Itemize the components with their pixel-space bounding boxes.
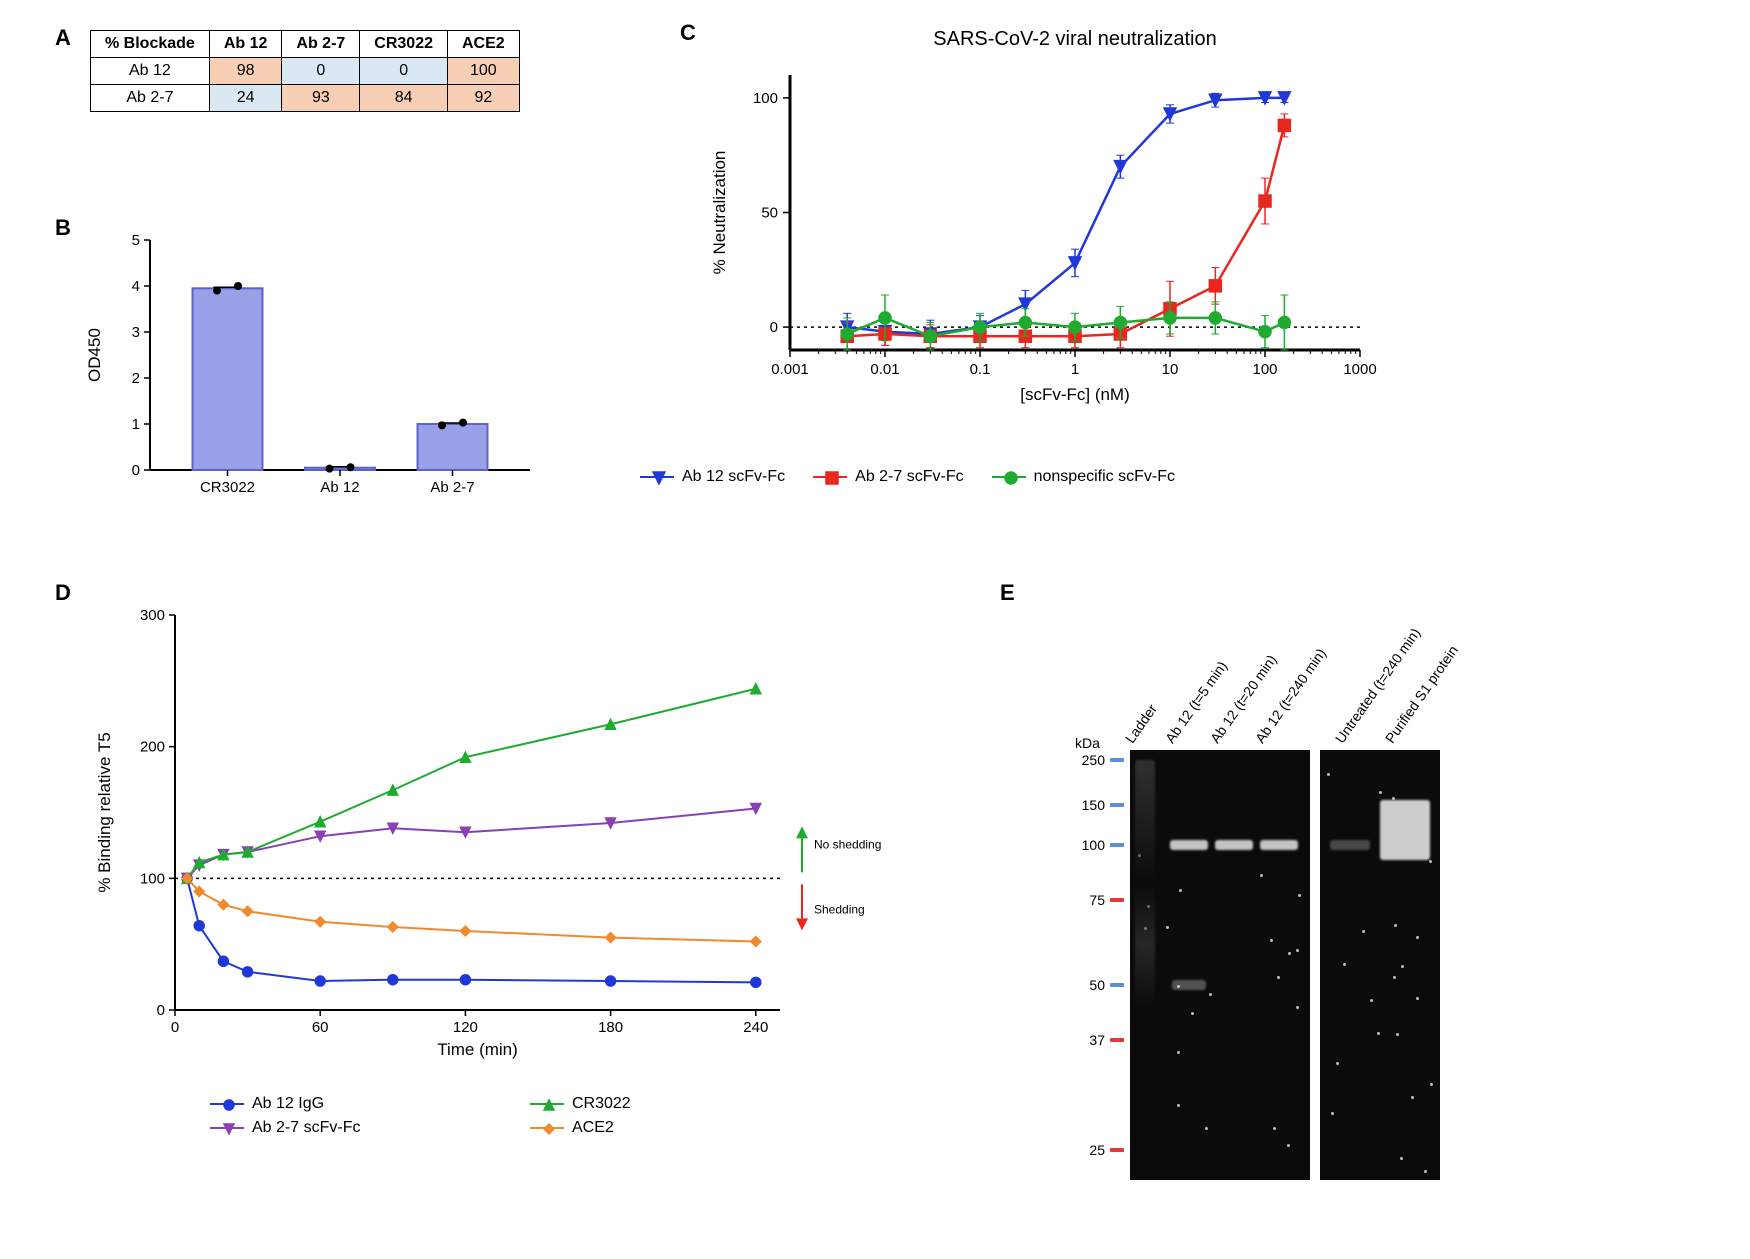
panelA-header-cell: ACE2 — [448, 31, 520, 58]
panelA-header-cell: CR3022 — [360, 31, 448, 58]
svg-text:50: 50 — [761, 205, 778, 222]
panelA-cell: 93 — [282, 85, 360, 112]
svg-text:10: 10 — [1162, 361, 1179, 378]
svg-text:0.001: 0.001 — [771, 361, 809, 378]
svg-text:Time (min): Time (min) — [437, 1040, 518, 1059]
panelD-chart: 0 100 200 300 0 60 120 180 240 % Binding relative… — [80, 590, 900, 1110]
panelA-cell: 0 — [360, 58, 448, 85]
panelA-header-cell: Ab 12 — [209, 31, 282, 58]
svg-text:0: 0 — [132, 462, 140, 479]
svg-text:180: 180 — [598, 1019, 623, 1036]
svg-text:5: 5 — [132, 232, 140, 249]
svg-text:Ab 12: Ab 12 — [320, 479, 359, 496]
panelE-lane-label: Ladder — [1122, 701, 1160, 746]
svg-text:200: 200 — [140, 739, 165, 756]
panelE-mw-tick — [1110, 803, 1124, 807]
panelC-chart: SARS-CoV-2 viral neutralization 0 50 100 0.0… — [680, 20, 1420, 450]
panelA-cell: 98 — [209, 58, 282, 85]
panelE-mw-tick — [1110, 1038, 1124, 1042]
panelD-legend-item: ACE2 — [530, 1119, 822, 1137]
panelD-legend-item: Ab 12 IgG — [210, 1095, 502, 1113]
svg-text:[scFv-Fc] (nM): [scFv-Fc] (nM) — [1020, 385, 1130, 404]
panelE-gel: LadderAb 12 (t=5 min)Ab 12 (t=20 min)Ab … — [1040, 640, 1600, 1200]
panelA-cell: 92 — [448, 85, 520, 112]
panelE-mw-label: 37 — [1065, 1032, 1105, 1048]
svg-text:2: 2 — [132, 370, 140, 387]
svg-text:% Binding relative T5: % Binding relative T5 — [95, 732, 114, 892]
svg-text:4: 4 — [132, 278, 140, 295]
panelE-lane-label: Untreated (t=240 min) — [1332, 625, 1423, 746]
svg-text:120: 120 — [453, 1019, 478, 1036]
panelA-cell: 24 — [209, 85, 282, 112]
svg-text:0.01: 0.01 — [870, 361, 899, 378]
svg-text:OD450: OD450 — [85, 328, 104, 382]
svg-text:SARS-CoV-2 viral neutralizatio: SARS-CoV-2 viral neutralization — [933, 28, 1216, 50]
panelE-mw-tick — [1110, 1148, 1124, 1152]
panelA-cell: 0 — [282, 58, 360, 85]
svg-text:0.1: 0.1 — [970, 361, 991, 378]
panelD-legend: Ab 12 IgG CR3022 Ab 2-7 scFv-Fc ACE2 — [210, 1095, 850, 1137]
panelE-mw-tick — [1110, 983, 1124, 987]
panelE-mw-label: 75 — [1065, 892, 1105, 908]
panelA-table: % BlockadeAb 12Ab 2-7CR3022ACE2 Ab 12980… — [90, 30, 520, 112]
panelE-mw-label: 25 — [1065, 1142, 1105, 1158]
panelA-row-label: Ab 12 — [91, 58, 210, 85]
svg-text:300: 300 — [140, 607, 165, 624]
svg-text:% Neutralization: % Neutralization — [710, 151, 729, 275]
svg-text:0: 0 — [157, 1002, 165, 1019]
panelE-mw-label: 50 — [1065, 977, 1105, 993]
svg-text:1000: 1000 — [1343, 361, 1376, 378]
figure-root: A % BlockadeAb 12Ab 2-7CR3022ACE2 Ab 129… — [20, 20, 1730, 1239]
panelE-mw-label: 150 — [1065, 797, 1105, 813]
svg-text:3: 3 — [132, 324, 140, 341]
panel-label-b: B — [55, 215, 71, 241]
panelC-legend-item: Ab 2-7 scFv-Fc — [813, 468, 963, 486]
panelE-mw-tick — [1110, 758, 1124, 762]
svg-text:0: 0 — [171, 1019, 179, 1036]
panelA-header-cell: Ab 2-7 — [282, 31, 360, 58]
panel-label-d: D — [55, 580, 71, 606]
panelE-mw-label: 250 — [1065, 752, 1105, 768]
panelE-mw-label: 100 — [1065, 837, 1105, 853]
panelE-kda-label: kDa — [1075, 735, 1100, 751]
panelC-legend-item: Ab 12 scFv-Fc — [640, 468, 785, 486]
panel-label-e: E — [1000, 580, 1015, 606]
svg-text:No shedding: No shedding — [814, 837, 881, 851]
panelE-gel-box — [1130, 750, 1310, 1180]
svg-text:0: 0 — [770, 319, 778, 336]
panelD-legend-item: CR3022 — [530, 1095, 822, 1113]
svg-text:100: 100 — [753, 90, 778, 107]
panelC-legend: Ab 12 scFv-Fc Ab 2-7 scFv-Fc nonspecific s… — [640, 465, 1460, 486]
svg-text:CR3022: CR3022 — [200, 479, 255, 496]
svg-text:Shedding: Shedding — [814, 902, 865, 916]
panelC-legend-item: nonspecific scFv-Fc — [992, 468, 1175, 486]
svg-text:100: 100 — [1252, 361, 1277, 378]
svg-text:100: 100 — [140, 870, 165, 887]
panelE-mw-tick — [1110, 898, 1124, 902]
panelE-mw-tick — [1110, 843, 1124, 847]
panel-label-a: A — [55, 25, 71, 51]
panelA-header-cell: % Blockade — [91, 31, 210, 58]
panelB-chart: 0 1 2 3 4 5 OD450 CR3022 Ab 12 Ab 2-7 — [80, 220, 550, 520]
panelA-row-label: Ab 2-7 — [91, 85, 210, 112]
panelD-legend-item: Ab 2-7 scFv-Fc — [210, 1119, 502, 1137]
svg-text:60: 60 — [312, 1019, 329, 1036]
panelA-cell: 84 — [360, 85, 448, 112]
svg-text:1: 1 — [1071, 361, 1079, 378]
svg-text:240: 240 — [743, 1019, 768, 1036]
panelA-cell: 100 — [448, 58, 520, 85]
svg-text:Ab 2-7: Ab 2-7 — [430, 479, 474, 496]
svg-text:1: 1 — [132, 416, 140, 433]
